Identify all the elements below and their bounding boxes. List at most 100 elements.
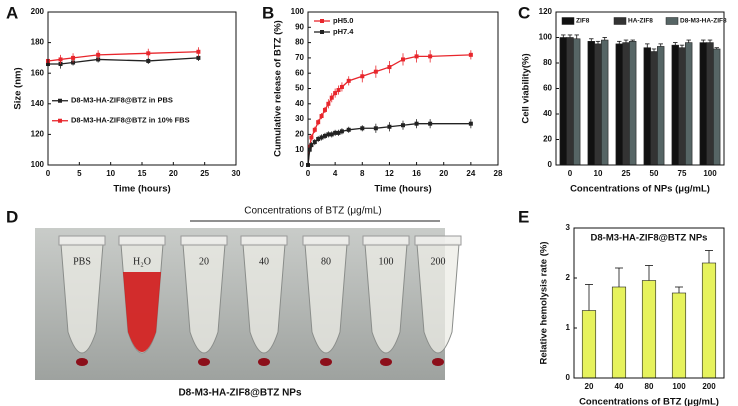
y-tick-label: 30 — [295, 114, 304, 123]
point — [319, 114, 324, 119]
plot-frame — [307, 11, 499, 166]
plot-frame — [555, 11, 725, 166]
x-tick-label: 20 — [585, 382, 594, 391]
y-axis-label: Cell viability(%) — [521, 53, 532, 123]
series-line — [47, 51, 199, 62]
point — [346, 78, 351, 83]
point — [336, 130, 341, 135]
y-tick-label: 100 — [31, 160, 45, 169]
point — [196, 49, 201, 54]
point — [387, 65, 392, 70]
y-axis-label: Cumulative release of BTZ (%) — [273, 20, 284, 157]
y-tick-label: 20 — [295, 130, 304, 139]
y-tick-label: 40 — [295, 99, 304, 108]
cap — [414, 235, 462, 246]
tube-label: 100 — [379, 256, 394, 267]
x-tick-label: 28 — [494, 169, 503, 178]
x-tick-label: 30 — [232, 169, 241, 178]
point — [326, 132, 331, 137]
point — [316, 136, 321, 141]
y-tick-label: 120 — [539, 7, 553, 16]
point — [360, 74, 365, 79]
y-tick-label: 160 — [31, 68, 45, 77]
point — [373, 69, 378, 74]
legend-marker — [320, 30, 324, 34]
cap — [58, 235, 106, 246]
y-tick-label: 70 — [295, 53, 304, 62]
bar — [706, 42, 714, 166]
legend-label: pH7.4 — [333, 27, 354, 36]
bar — [615, 43, 623, 166]
point — [401, 57, 405, 62]
pellet — [380, 358, 392, 366]
point — [146, 58, 151, 63]
chart-panel: B 0 10 20 30 40 50 60 70 80 90 100 0 4 8 12 16 20 24 28 Time… — [262, 3, 503, 194]
y-tick-label: 140 — [31, 99, 45, 108]
x-tick-label: 200 — [702, 382, 716, 391]
point — [414, 121, 419, 126]
point — [329, 132, 334, 137]
point — [96, 52, 101, 57]
point — [339, 84, 344, 89]
bar — [566, 37, 574, 166]
y-tick-label: 0 — [548, 160, 553, 169]
tube — [416, 243, 460, 354]
y-tick-label: 0 — [566, 373, 571, 382]
y-tick-label: 1 — [566, 323, 571, 332]
tube — [242, 243, 286, 354]
tube — [182, 243, 226, 354]
bar — [657, 46, 665, 166]
legend-label: D8-M3-HA-ZIF8@BTZ in PBS — [71, 96, 173, 105]
point — [387, 124, 392, 129]
x-tick-label: 80 — [645, 382, 654, 391]
y-tick-label: 200 — [31, 7, 45, 16]
chart-panel: A 100 120 140 160 180 200 0 5 10 15 20 25 30 Time (hou… — [6, 3, 241, 194]
cap — [118, 235, 166, 246]
y-tick-label: 50 — [295, 84, 304, 93]
y-axis-label: Relative hemolysis rate (%) — [539, 241, 550, 364]
x-tick-label: 10 — [106, 169, 115, 178]
tube-label: 20 — [199, 256, 209, 267]
panel-label: D — [6, 207, 18, 226]
series-line — [48, 57, 199, 65]
x-tick-label: 25 — [200, 169, 209, 178]
bar — [601, 39, 609, 166]
point — [346, 127, 351, 132]
bar — [671, 44, 679, 166]
bar — [650, 51, 658, 166]
bar — [701, 262, 717, 379]
point — [322, 133, 327, 138]
x-axis-label: Concentrations of NPs (μg/mL) — [570, 184, 710, 195]
bar — [643, 47, 651, 166]
y-tick-label: 60 — [543, 84, 552, 93]
point — [360, 126, 365, 131]
bar — [678, 47, 686, 166]
x-axis-label: Time (hours) — [113, 184, 170, 195]
bar — [594, 43, 602, 166]
y-axis-label: Size (nm) — [13, 67, 24, 109]
legend-label: pH5.0 — [333, 16, 353, 25]
x-axis-label: Time (hours) — [374, 184, 431, 195]
x-tick-label: 24 — [466, 169, 475, 178]
tube — [364, 243, 408, 354]
tube-label: 40 — [259, 256, 269, 267]
photo-heading: Concentrations of BTZ (μg/mL) — [244, 206, 381, 217]
photo-caption: D8-M3-HA-ZIF8@BTZ NPs — [178, 388, 302, 399]
point — [58, 57, 63, 62]
bar — [611, 286, 627, 379]
bar — [671, 292, 687, 379]
x-tick-label: 50 — [650, 169, 659, 178]
legend-label: ZIF8 — [576, 18, 590, 25]
cap — [180, 235, 228, 246]
point — [333, 130, 338, 135]
x-axis-label: Concentrations of BTZ (μg/mL) — [579, 397, 719, 406]
panel-label: E — [518, 207, 529, 226]
x-tick-label: 0 — [46, 169, 51, 178]
x-tick-label: 25 — [622, 169, 631, 178]
plot-frame — [47, 11, 237, 166]
x-tick-label: 100 — [703, 169, 717, 178]
point — [373, 126, 378, 131]
legend-label: D8-M3-HA-ZIF8@BTZ in 10% FBS — [71, 116, 190, 125]
point — [71, 55, 76, 60]
point — [468, 121, 473, 126]
